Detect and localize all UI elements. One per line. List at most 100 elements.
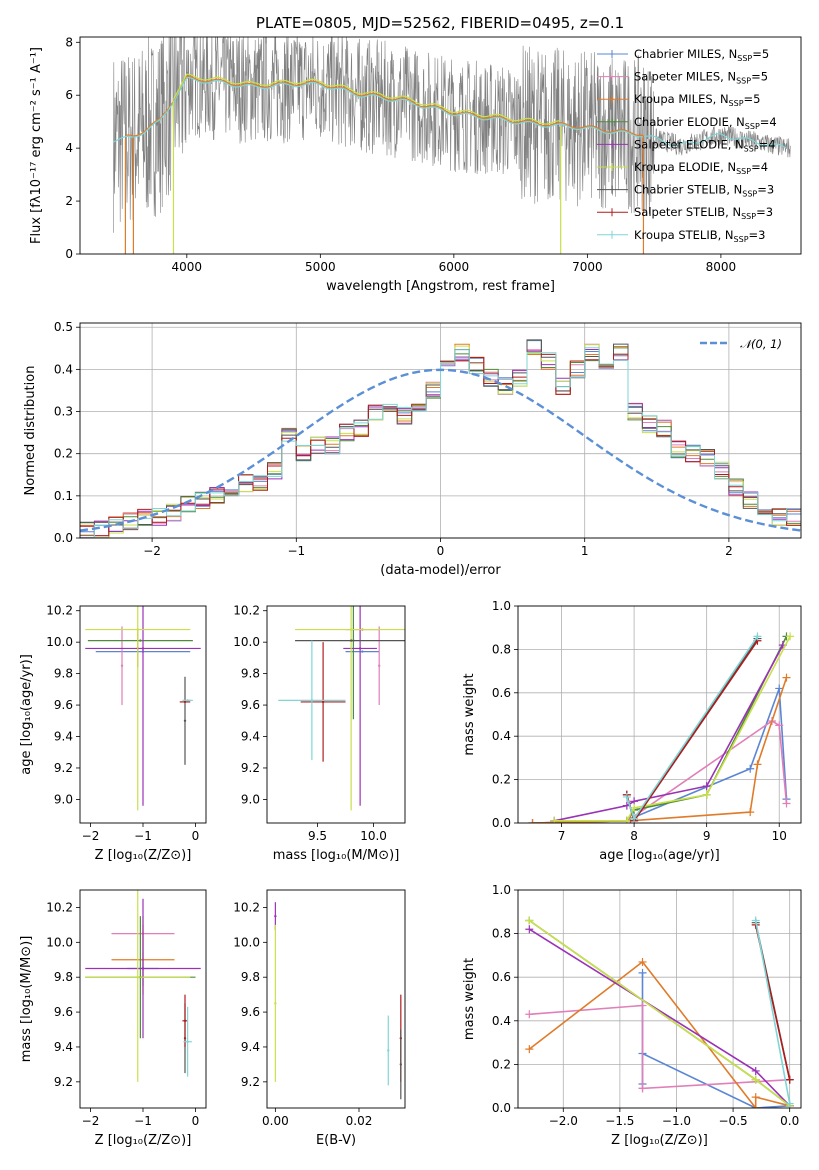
data-point	[349, 639, 353, 642]
y-tick-label: 9.6	[54, 698, 73, 712]
y-axis-label: age [log₁₀(age/yr)]	[19, 654, 34, 775]
x-tick-label: 0.00	[262, 1114, 289, 1128]
y-tick-label: 6	[65, 88, 73, 102]
series-line	[554, 644, 784, 822]
series-marker	[782, 673, 791, 682]
y-axis-label: mass weight	[462, 673, 477, 755]
series-marker	[638, 1001, 647, 1010]
y-tick-label: 9.6	[241, 1005, 260, 1019]
series-marker	[550, 816, 559, 823]
data-point	[186, 699, 189, 702]
x-tick-label: 0	[192, 1114, 200, 1128]
y-tick-label: 9.4	[54, 730, 73, 744]
x-tick-label: 0	[437, 544, 445, 558]
y-tick-label: 0.2	[492, 773, 511, 787]
x-axis-label: Z [log₁₀(Z/Z⊙)]	[611, 1133, 708, 1148]
series-line	[754, 920, 791, 1104]
y-tick-label: 10.0	[233, 935, 260, 949]
data-point	[141, 967, 145, 970]
y-axis-label: mass weight	[462, 958, 477, 1040]
legend-entry: Kroupa STELIB, NSSP=3	[634, 228, 765, 244]
x-tick-label: −2.0	[549, 1114, 578, 1128]
axes-frame	[79, 322, 802, 539]
grid	[518, 889, 801, 1109]
spectrum-model-kroupa-stelib	[113, 76, 787, 149]
y-tick-label: 0.4	[54, 362, 73, 376]
y-tick-label: 0.0	[54, 531, 73, 545]
x-tick-label: −1	[134, 1114, 152, 1128]
legend-entry: Salpeter STELIB, NSSP=3	[634, 205, 773, 221]
y-tick-label: 0.8	[492, 642, 511, 656]
series-marker	[630, 803, 639, 812]
series-marker	[638, 957, 647, 966]
data-point	[358, 647, 362, 650]
x-tick-label: 9.5	[308, 829, 327, 843]
y-tick-label: 9.4	[241, 730, 260, 744]
histogram-step-salpeter-stelib	[80, 351, 801, 537]
y-tick-label: 9.2	[54, 761, 73, 775]
axes-frame	[79, 889, 207, 1109]
plot-area	[113, 37, 791, 254]
data-point	[377, 664, 381, 667]
histogram-step-kroupa-elodie	[80, 344, 801, 538]
series-marker	[785, 1099, 794, 1108]
legend-entry: Chabrier ELODIE, NSSP=4	[634, 115, 777, 131]
y-tick-label: 9.8	[54, 970, 73, 984]
legend-normal-label: 𝒩(0, 1)	[740, 337, 782, 351]
histogram-step-salpeter-miles	[80, 343, 801, 538]
series-marker	[746, 808, 755, 817]
y-tick-label: 9.0	[241, 792, 260, 806]
data-point	[183, 719, 187, 722]
x-tick-label: 2	[725, 544, 733, 558]
x-tick-label: −1	[287, 544, 305, 558]
data-point	[361, 650, 364, 653]
y-tick-label: 10.0	[46, 935, 73, 949]
y-tick-label: 9.4	[54, 1040, 73, 1054]
series-marker	[751, 1066, 760, 1075]
data-point	[310, 699, 314, 702]
axes-frame	[517, 605, 802, 824]
x-tick-label: 5000	[305, 260, 336, 274]
x-axis-label: (data-model)/error	[380, 563, 501, 578]
x-tick-label: 7000	[572, 260, 603, 274]
y-tick-label: 10.2	[46, 900, 73, 914]
data-point	[274, 914, 277, 918]
series-marker	[525, 916, 534, 925]
normal-curve	[80, 368, 801, 532]
series-line	[528, 919, 791, 1107]
x-tick-label: −2	[82, 829, 100, 843]
series-marker	[702, 790, 711, 799]
y-tick-label: 9.6	[241, 698, 260, 712]
x-tick-label: 8	[630, 829, 638, 843]
x-tick-label: 1	[581, 544, 589, 558]
x-tick-label: −0.5	[719, 1114, 748, 1128]
series-marker	[525, 1010, 534, 1019]
histogram-step-chabrier-miles	[80, 340, 801, 533]
series-marker	[751, 1104, 760, 1108]
histogram-step-kroupa-stelib	[80, 347, 801, 538]
axes-age-vs-Z: −2 −1 0 9.0 9.2 9.4 9.6 9.8 10.0 10.2 Z [log₁₀(Z/Z…	[19, 604, 207, 863]
x-axis-label: Z [log₁₀(Z/Z⊙)]	[95, 848, 192, 863]
x-tick-label: 10.0	[360, 829, 387, 843]
y-axis-label: mass [log₁₀(M/M⊙)]	[19, 936, 34, 1063]
x-axis-label: wavelength [Angstrom, rest frame]	[326, 279, 555, 294]
data-point	[141, 647, 145, 650]
y-tick-label: 0.3	[54, 405, 73, 419]
series-line	[529, 1004, 790, 1090]
series-marker	[751, 1075, 760, 1084]
series-marker	[786, 632, 795, 641]
y-tick-label: 4	[65, 141, 73, 155]
legend-entry: Salpeter MILES, NSSP=5	[634, 70, 768, 86]
y-tick-label: 10.2	[46, 604, 73, 618]
data-point	[186, 1040, 189, 1043]
plot-area	[85, 606, 201, 811]
data-point	[136, 628, 139, 631]
y-tick-label: 0.8	[492, 927, 511, 941]
legend-entry: Chabrier STELIB, NSSP=3	[634, 183, 774, 199]
legend-entry: Chabrier MILES, NSSP=5	[634, 47, 769, 63]
legend-entry: Salpeter ELODIE, NSSP=4	[634, 137, 776, 153]
series-marker	[528, 819, 537, 823]
legend-entry: Kroupa MILES, NSSP=5	[634, 92, 760, 108]
y-tick-label: 0.0	[492, 816, 511, 830]
y-tick-label: 0.2	[492, 1057, 511, 1071]
